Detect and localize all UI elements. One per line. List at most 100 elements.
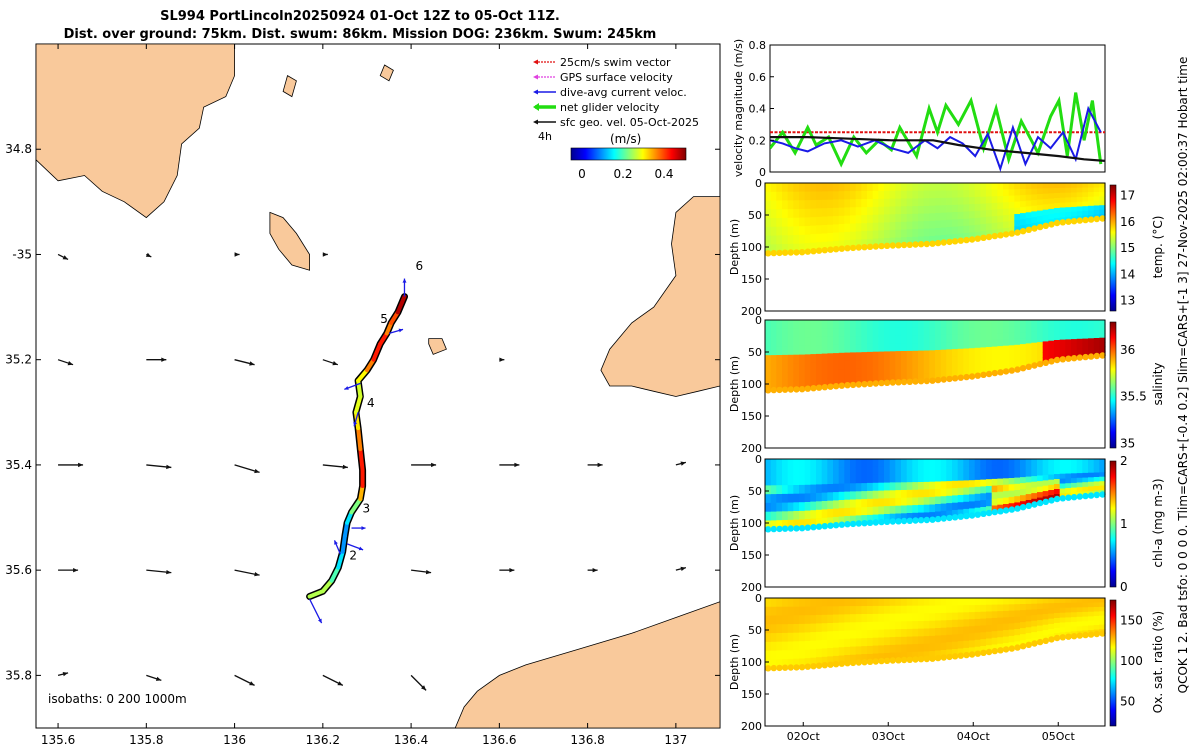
chlorophyll-section-cell <box>906 474 913 483</box>
temperature-section-cell <box>918 236 925 245</box>
temperature-section-cell <box>867 191 874 200</box>
oxygen-section-cell <box>833 614 840 624</box>
temperature-section-cell <box>1008 202 1015 209</box>
oxygen-section-cell <box>776 633 783 643</box>
salinity-section-cell <box>1059 324 1066 331</box>
salinity-section-cell <box>1099 333 1106 339</box>
salinity-section-cell <box>1099 346 1106 352</box>
temperature-section-bottom-dot <box>1082 216 1089 224</box>
salinity-section-cell <box>969 327 976 335</box>
chlorophyll-section-cell <box>901 497 908 507</box>
oxygen-section-bottom-dot <box>1048 636 1055 643</box>
chlorophyll-section-cell <box>838 516 845 526</box>
salinity-section-cell <box>906 343 913 352</box>
track-segment-12 <box>353 410 361 431</box>
chlorophyll-section-cell <box>872 498 879 508</box>
oxygen-section-cell <box>969 647 976 655</box>
temperature-section-cell <box>980 217 987 225</box>
temperature-section-cell <box>878 230 885 239</box>
temperature-section-cell <box>1088 183 1095 189</box>
salinity-section-cell <box>1031 331 1038 338</box>
chlorophyll-section-cell <box>765 502 772 513</box>
oxygen-section-cell <box>844 646 851 656</box>
salinity-section-cell <box>776 346 783 356</box>
oxygen-section-cell <box>1088 620 1095 626</box>
oxygen-section-cell <box>1048 618 1055 625</box>
oxygen-section-bottom-dot <box>946 653 953 661</box>
chlorophyll-section-bottom-dot <box>963 512 970 520</box>
oxygen-section-cell <box>884 645 891 654</box>
salinity-section-cell <box>923 365 930 374</box>
salinity-section-cell <box>799 320 806 330</box>
oxygen-section-cell <box>855 630 862 639</box>
oxygen-section-cell <box>1014 616 1021 624</box>
salinity-section-cell <box>997 320 1004 327</box>
colorbar-tick-2: 0.4 <box>654 167 673 181</box>
chlorophyll-section-cell <box>946 488 953 497</box>
salinity-section-cell <box>963 341 970 349</box>
chlorophyll-section-cell <box>986 465 993 473</box>
salinity-section-cell <box>884 351 891 360</box>
oxygen-section-cell <box>1088 607 1095 613</box>
chlorophyll-section-cell <box>793 485 800 495</box>
chlorophyll-section-bottom-dot <box>1059 495 1067 502</box>
salinity-section-bottom-dot <box>866 380 874 387</box>
oxygen-section-cell <box>776 615 783 625</box>
chlorophyll-section-cell <box>799 493 806 503</box>
temperature-section-bottom-dot <box>968 236 976 243</box>
chlorophyll-section-cell <box>838 467 845 476</box>
temperature-section-cell <box>969 197 976 205</box>
oxygen-section-bottom-dot <box>776 664 783 672</box>
oxygen-section-cell <box>799 623 806 633</box>
salinity-section-cell <box>1003 326 1010 334</box>
geo-vector-head-21 <box>509 568 515 573</box>
oxygen-section-cell <box>810 598 817 607</box>
chlorophyll-section-cell <box>969 459 976 467</box>
salinity-section-cell <box>889 359 896 368</box>
chlorophyll-section-cell <box>901 482 908 491</box>
salinity-section-bottom-dot <box>906 378 913 385</box>
oxygen-section-colorbar-tick-2: 150 <box>1120 613 1143 627</box>
temperature-section-cell <box>804 183 811 193</box>
chlorophyll-section-cell <box>861 483 868 492</box>
temperature-section-cell <box>1042 204 1049 211</box>
oxygen-section-cell <box>1020 604 1027 611</box>
chlorophyll-section-bottom-dot <box>861 520 868 527</box>
temperature-section-cell <box>838 191 845 200</box>
temperature-section-bottom-dot <box>1076 217 1084 224</box>
chlorophyll-section-cell <box>1008 471 1015 479</box>
oxygen-section-cell <box>1020 622 1027 629</box>
chlorophyll-section-bottom-dot <box>1036 499 1044 507</box>
chlorophyll-section-cell <box>940 466 947 475</box>
oxygen-section-cell <box>901 636 908 646</box>
salinity-section-cell <box>855 344 862 353</box>
temperature-section-cell <box>906 237 913 246</box>
temperature-section-cell <box>833 183 840 192</box>
chlorophyll-section-cell <box>833 483 840 493</box>
salinity-section-cell <box>1088 338 1095 344</box>
chlorophyll-section-cell <box>872 482 879 492</box>
oxygen-section-cell <box>793 624 800 634</box>
geo-vector-head-24 <box>62 672 69 677</box>
temperature-section-cell <box>844 199 851 208</box>
temperature-section-cell <box>1082 187 1089 193</box>
salinity-section-cell <box>918 343 925 352</box>
oxygen-section-cell <box>850 646 857 656</box>
oxygen-section-cell <box>906 621 913 630</box>
temperature-section-bottom-dot <box>923 240 930 248</box>
temperature-section-cell <box>1020 207 1027 214</box>
salinity-section-bottom-dot <box>912 378 919 385</box>
salinity-section-cell <box>1071 324 1078 331</box>
salinity-section-cell <box>952 341 959 350</box>
salinity-section-cell <box>1093 347 1100 352</box>
oxygen-section-cell <box>804 641 811 651</box>
chlorophyll-section-cell <box>986 472 993 480</box>
chlorophyll-section-cell <box>776 511 783 521</box>
oxygen-section-cell <box>918 636 925 645</box>
chlorophyll-section-cell <box>770 520 777 530</box>
oxygen-section-cell <box>929 598 936 607</box>
temperature-section-cell <box>867 230 874 240</box>
current-vector-head-4 <box>353 421 358 427</box>
temperature-section-cell <box>855 207 862 216</box>
temperature-section-cell <box>923 183 930 192</box>
